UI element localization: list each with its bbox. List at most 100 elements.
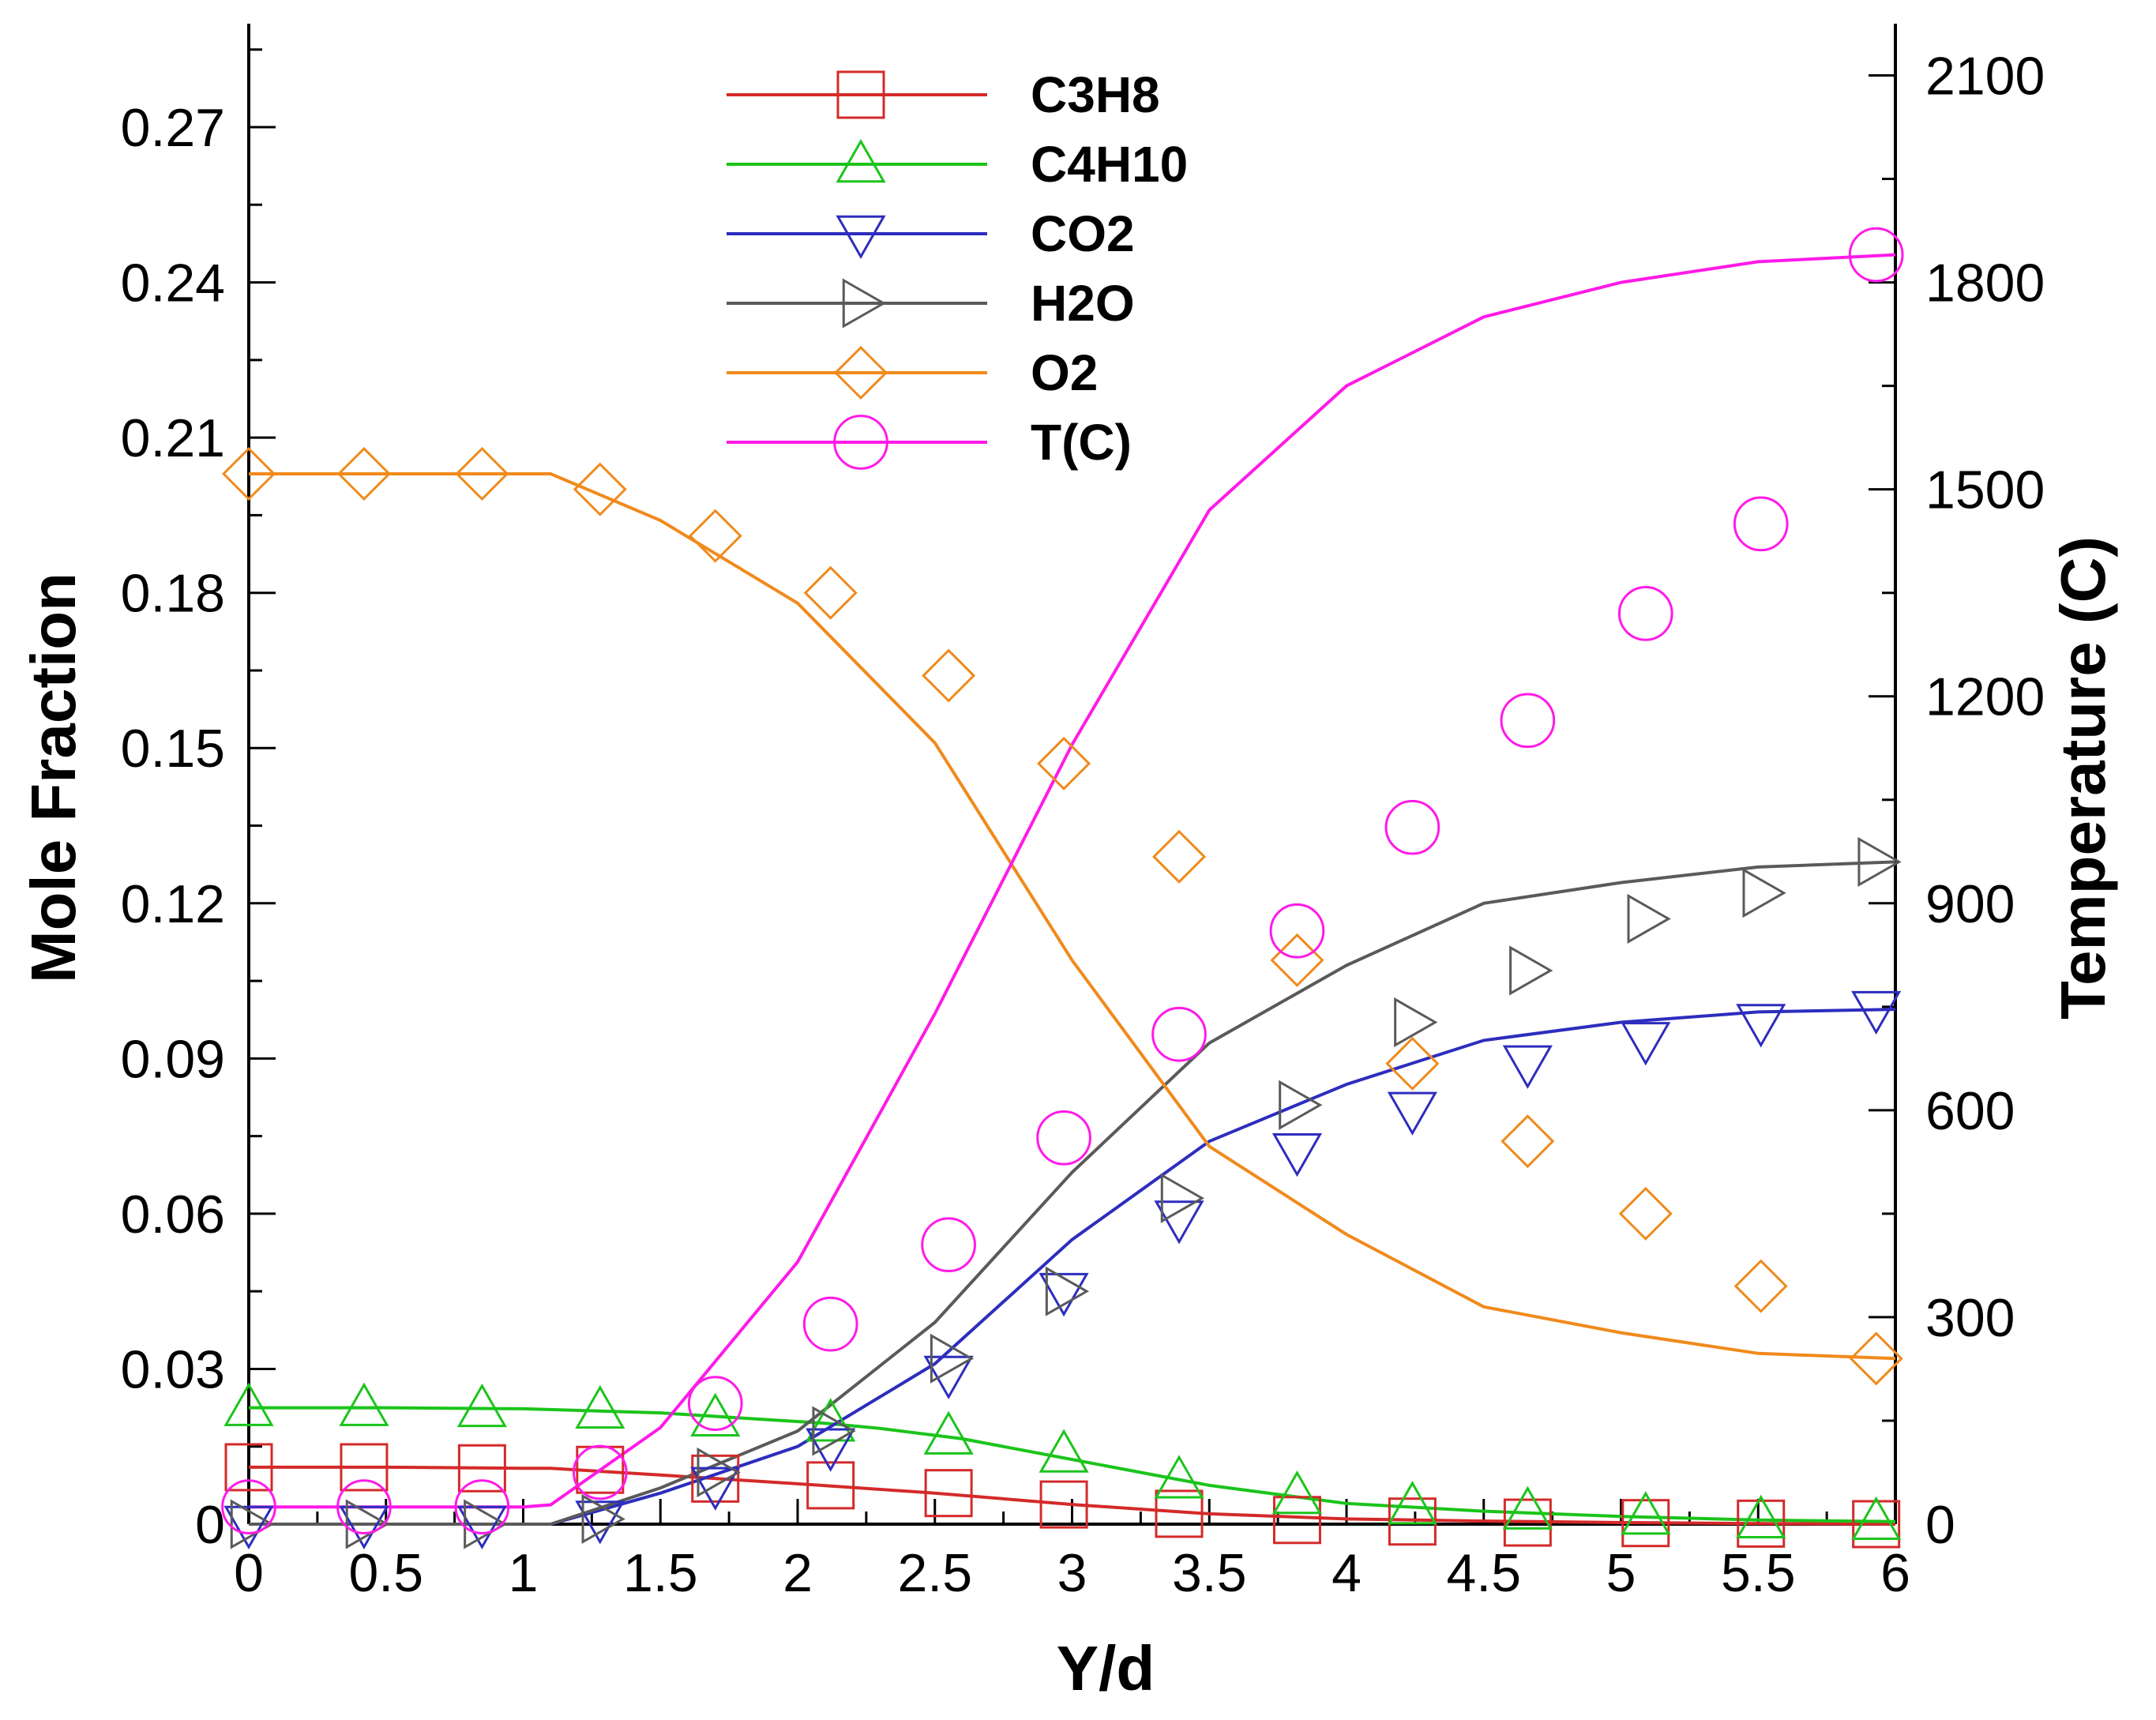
data-point-c4h10 — [1502, 1485, 1553, 1530]
data-point-o2 — [1849, 1331, 1903, 1386]
data-point-c3h8 — [1155, 1489, 1204, 1538]
data-point-co2 — [1039, 1272, 1089, 1317]
data-point-t-c — [1036, 1110, 1091, 1166]
data-point-c3h8 — [806, 1461, 855, 1510]
data-point-c3h8 — [1621, 1499, 1670, 1548]
x-tick-label: 1 — [509, 1543, 539, 1603]
y-right-tick-label: 1200 — [1925, 667, 2045, 727]
series-line-c3h8 — [249, 1465, 1896, 1526]
x-tick-label: 6 — [1880, 1543, 1910, 1603]
data-point-c4h10 — [1621, 1491, 1671, 1535]
data-point-h2o — [697, 1447, 741, 1498]
data-point-h2o — [812, 1406, 856, 1456]
x-tick-label: 4 — [1332, 1543, 1362, 1603]
x-tick-label: 5 — [1606, 1543, 1636, 1603]
data-point-c4h10 — [456, 1383, 507, 1428]
data-point-h2o — [1160, 1173, 1205, 1223]
data-point-o2 — [1152, 829, 1207, 884]
data-point-h2o — [1394, 997, 1438, 1048]
data-point-co2 — [690, 1467, 741, 1511]
data-point-co2 — [575, 1500, 625, 1545]
data-point-co2 — [1387, 1091, 1437, 1136]
y-left-tick-label: 0.15 — [121, 719, 225, 779]
series-line-o2 — [249, 472, 1896, 1361]
legend-marker-c4h10 — [836, 138, 886, 183]
data-point-co2 — [223, 1505, 274, 1550]
data-point-t-c — [687, 1376, 743, 1431]
data-point-t-c — [572, 1444, 628, 1500]
data-point-h2o — [930, 1333, 975, 1384]
data-point-o2 — [803, 565, 858, 620]
data-point-o2 — [573, 462, 627, 516]
legend-label-h2o: H2O — [1031, 275, 1135, 332]
data-point-o2 — [1037, 736, 1091, 791]
data-point-co2 — [1271, 1133, 1323, 1177]
x-tick-label: 2.5 — [897, 1543, 972, 1603]
x-tick-label: 4.5 — [1446, 1543, 1521, 1603]
legend: C3H8 C4H10 CO2 H2O O2 T(C) — [727, 66, 1188, 471]
x-tick-label: 5.5 — [1721, 1543, 1796, 1603]
x-tick-label: 2 — [783, 1543, 813, 1603]
data-point-co2 — [1502, 1045, 1553, 1089]
legend-label-o2: O2 — [1031, 344, 1098, 401]
legend-marker-o2 — [833, 345, 888, 400]
data-point-o2 — [221, 446, 276, 501]
data-point-h2o — [230, 1499, 275, 1549]
x-tick-label: 1.5 — [623, 1543, 698, 1603]
data-point-t-c — [1617, 586, 1673, 641]
data-point-o2 — [1501, 1114, 1555, 1169]
data-point-h2o — [464, 1499, 508, 1549]
data-point-h2o — [1857, 836, 1902, 887]
y-right-tick-label: 600 — [1925, 1081, 2015, 1141]
x-tick-label: 3.5 — [1172, 1543, 1247, 1603]
data-point-h2o — [345, 1499, 389, 1549]
data-point-t-c — [1733, 496, 1789, 552]
legend-label-t-c: T(C) — [1031, 414, 1132, 471]
data-point-c4h10 — [223, 1382, 274, 1426]
data-point-h2o — [1742, 868, 1786, 918]
data-point-c4h10 — [1387, 1481, 1437, 1525]
data-point-t-c — [1151, 1006, 1207, 1062]
y-left-tick-label: 0.03 — [121, 1339, 225, 1399]
legend-label-c3h8: C3H8 — [1031, 66, 1160, 123]
y-axis-left-title: Mole Fraction — [18, 573, 88, 983]
y-left-tick-label: 0.21 — [121, 408, 225, 468]
data-point-t-c — [454, 1479, 510, 1535]
y-left-tick-label: 0.27 — [121, 98, 225, 158]
x-axis-title: Y/d — [1057, 1633, 1155, 1703]
data-point-t-c — [1384, 799, 1440, 855]
y-right-tick-label: 900 — [1925, 874, 2015, 934]
data-point-co2 — [1736, 1004, 1786, 1048]
data-point-c4h10 — [339, 1382, 389, 1426]
data-point-h2o — [1509, 945, 1553, 996]
legend-label-co2: CO2 — [1031, 205, 1135, 262]
y-left-tick-label: 0.18 — [121, 564, 225, 624]
data-point-o2 — [1733, 1259, 1788, 1313]
data-point-h2o — [1279, 1080, 1323, 1130]
series-markers — [221, 227, 1904, 1550]
series-line-t-c — [249, 253, 1896, 1509]
y-left-tick-label: 0.24 — [121, 253, 225, 314]
data-point-c4h10 — [1736, 1494, 1786, 1539]
axes: 0 0.5 1 1.5 2 2.5 3 3.5 4 4.5 5 5.5 600.030.060.090.… — [121, 24, 2045, 1603]
data-point-o2 — [922, 648, 976, 703]
data-point-c4h10 — [806, 1398, 856, 1442]
data-point-co2 — [339, 1505, 389, 1550]
data-point-t-c — [1848, 227, 1904, 283]
y-right-tick-label: 1500 — [1925, 460, 2045, 520]
data-point-co2 — [1851, 990, 1902, 1035]
data-point-o2 — [336, 446, 391, 501]
y-right-tick-label: 0 — [1925, 1495, 1955, 1555]
legend-marker-co2 — [836, 215, 886, 260]
data-point-c3h8 — [1039, 1480, 1088, 1529]
legend-marker-h2o — [842, 278, 887, 329]
data-point-c4h10 — [690, 1392, 741, 1436]
y-right-tick-label: 300 — [1925, 1288, 2015, 1348]
y-left-tick-label: 0.06 — [121, 1185, 225, 1245]
data-point-co2 — [1154, 1200, 1204, 1245]
data-point-o2 — [1618, 1186, 1673, 1241]
series-line-h2o — [249, 860, 1896, 1526]
data-point-o2 — [1270, 933, 1324, 987]
data-point-o2 — [688, 509, 742, 563]
